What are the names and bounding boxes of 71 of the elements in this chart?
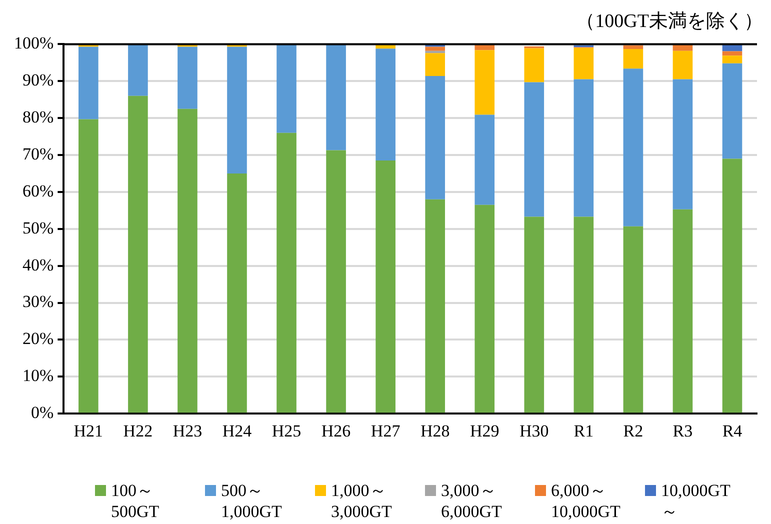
bar — [227, 173, 247, 413]
bar — [326, 150, 346, 413]
y-tick-label: 50% — [22, 218, 54, 238]
x-tick-label: H25 — [272, 421, 302, 440]
bar — [128, 96, 148, 413]
bar — [425, 50, 445, 54]
bar — [672, 79, 693, 210]
bar — [623, 226, 644, 413]
bar — [425, 46, 445, 51]
legend-label: 1,000～3,000GT — [331, 480, 393, 522]
y-tick-label: 30% — [22, 292, 54, 312]
x-tick-label: H30 — [520, 421, 549, 440]
bar — [722, 158, 742, 413]
bar — [474, 50, 495, 115]
x-tick-label: H28 — [420, 421, 450, 440]
legend-label: 3,000～6,000GT — [441, 480, 503, 522]
y-tick-label: 90% — [22, 70, 54, 90]
bar — [524, 48, 544, 82]
bar — [276, 44, 296, 133]
legend-label: 6,000～10,000GT — [551, 480, 622, 522]
bar — [672, 50, 693, 80]
y-tick-label: 20% — [22, 329, 54, 348]
bar — [574, 79, 594, 217]
bar — [425, 53, 445, 76]
bar — [524, 216, 544, 413]
x-tick-label: H21 — [74, 421, 104, 440]
bar — [376, 160, 396, 413]
x-tick-label: R1 — [574, 421, 594, 440]
bar — [623, 45, 644, 49]
bar — [474, 204, 495, 413]
y-tick-label: 70% — [22, 144, 54, 164]
bar — [524, 82, 544, 217]
bar — [474, 114, 495, 205]
x-tick-label: H23 — [172, 421, 202, 440]
bar — [326, 44, 346, 150]
x-tick-label: R4 — [722, 421, 743, 440]
legend-label: 500～1,000GT — [221, 480, 283, 522]
x-tick-label: H29 — [470, 421, 500, 440]
bar — [722, 63, 742, 159]
chart-subtitle: （100GT未満を除く） — [576, 10, 763, 34]
y-tick-label: 40% — [22, 255, 54, 274]
bar — [128, 44, 148, 96]
bar — [425, 199, 445, 413]
y-tick-label: 60% — [22, 181, 54, 200]
x-tick-label: R3 — [672, 421, 693, 440]
x-tick-label: R2 — [623, 421, 644, 440]
bar — [574, 48, 594, 80]
y-tick-label: 10% — [22, 366, 54, 386]
x-tick-label: H22 — [123, 421, 153, 440]
bar — [623, 49, 644, 69]
bar — [178, 108, 198, 413]
x-tick-label: H24 — [222, 421, 252, 440]
legend-label: 100～500GT — [111, 480, 160, 522]
y-tick-label: 0% — [30, 403, 54, 422]
bar — [227, 46, 247, 174]
bar — [623, 68, 644, 226]
x-tick-label: H26 — [321, 421, 351, 440]
y-tick-label: 80% — [22, 108, 54, 127]
bar — [574, 216, 594, 413]
bar — [672, 209, 693, 413]
bar — [276, 132, 296, 413]
bar — [722, 51, 742, 56]
y-tick-label: 100% — [14, 34, 54, 53]
bar — [178, 46, 198, 109]
bar — [722, 56, 742, 64]
bar — [425, 76, 445, 200]
bar — [78, 119, 98, 413]
x-tick-label: H27 — [370, 421, 401, 440]
bar — [78, 46, 98, 120]
bar — [376, 48, 396, 161]
legend-label: 10,000GT～ — [661, 480, 732, 522]
